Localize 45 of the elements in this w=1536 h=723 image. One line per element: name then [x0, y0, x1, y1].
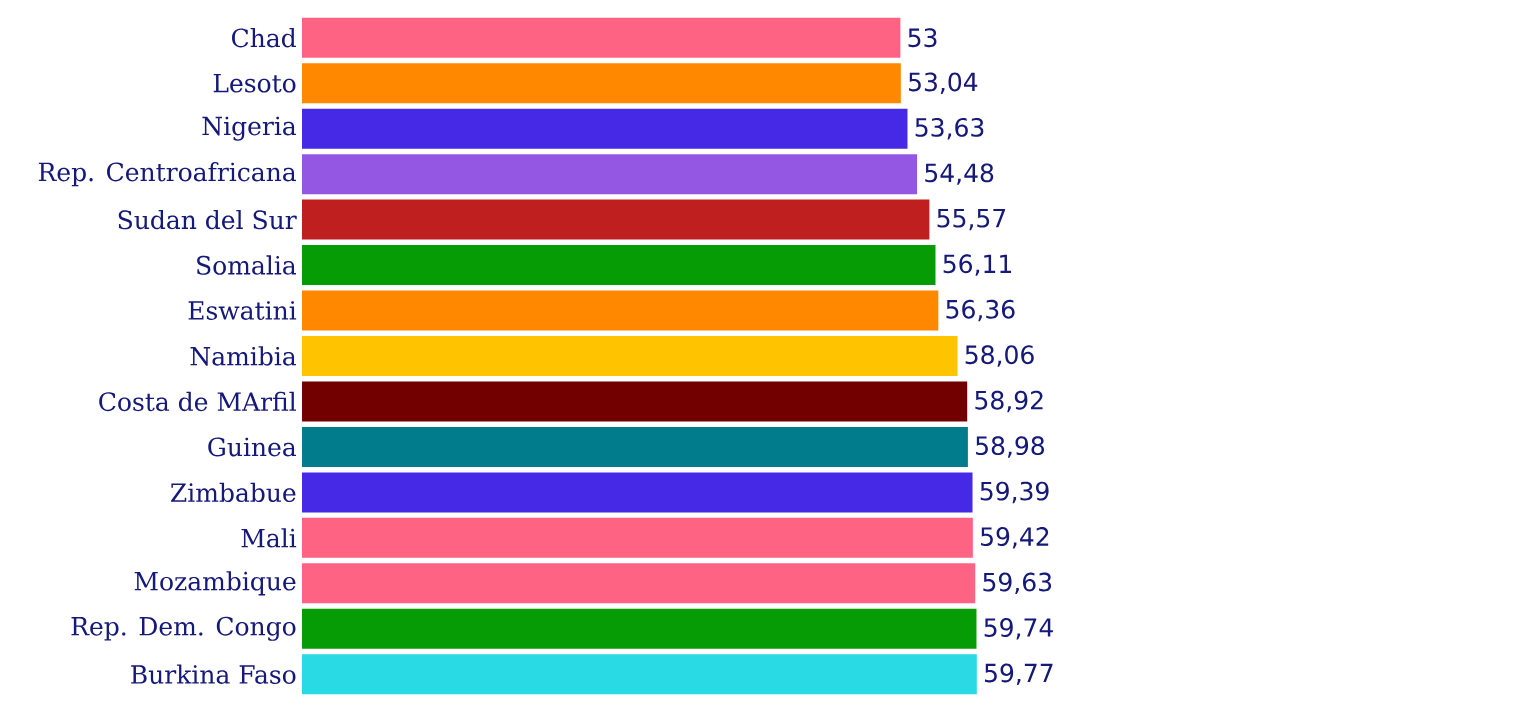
- data-label: 56,36: [946, 299, 1015, 322]
- y-tick-label: Rep. Centroafricana: [38, 162, 297, 187]
- y-tick-label: Sudan del Sur: [118, 209, 297, 230]
- y-tick-label: Somalia: [197, 255, 297, 275]
- y-tick-label: Eswatini: [188, 301, 297, 320]
- y-tick-label: Lesoto: [213, 73, 296, 93]
- data-label: 59,63: [983, 572, 1052, 595]
- bar: [302, 199, 930, 240]
- bar: [302, 517, 973, 558]
- data-label: 56,11: [943, 254, 1012, 276]
- data-label: 59,39: [980, 481, 1049, 504]
- data-label: 53: [908, 28, 937, 48]
- y-tick-label: Mozambique: [134, 571, 296, 596]
- bar: [302, 108, 908, 149]
- bar: [302, 335, 958, 376]
- y-tick-label: Nigeria: [202, 116, 297, 141]
- bar: [302, 154, 918, 195]
- y-tick-label: Costa de MArfil: [99, 391, 296, 412]
- data-label: 59,74: [984, 618, 1053, 640]
- data-label: 53,04: [909, 72, 978, 94]
- bar: [302, 63, 901, 104]
- data-label: 54,48: [925, 163, 994, 185]
- data-label: 58,92: [975, 390, 1043, 413]
- bar: [302, 472, 973, 513]
- data-label: 59,42: [981, 527, 1049, 549]
- y-tick-label: Guinea: [208, 437, 297, 457]
- bar: [302, 245, 936, 286]
- bar: [302, 608, 977, 649]
- bar: [302, 17, 901, 58]
- bar: [302, 290, 939, 331]
- data-label: 55,57: [937, 209, 1006, 231]
- data-label: 59,77: [985, 663, 1053, 685]
- y-tick-label: Burkina Faso: [131, 664, 296, 684]
- bar: [302, 426, 968, 467]
- bar: [302, 654, 977, 695]
- y-tick-label: Chad: [232, 28, 297, 48]
- data-label: 58,98: [976, 436, 1045, 458]
- y-tick-label: Namibia: [190, 346, 297, 366]
- y-tick-label: Mali: [241, 528, 297, 548]
- bar: [302, 563, 976, 604]
- bar: [302, 381, 968, 422]
- y-tick-label: Zimbabue: [170, 482, 296, 503]
- data-label: 58,06: [965, 345, 1034, 367]
- data-label: 53,63: [915, 117, 984, 140]
- y-tick-label: Rep. Dem. Congo: [71, 616, 296, 641]
